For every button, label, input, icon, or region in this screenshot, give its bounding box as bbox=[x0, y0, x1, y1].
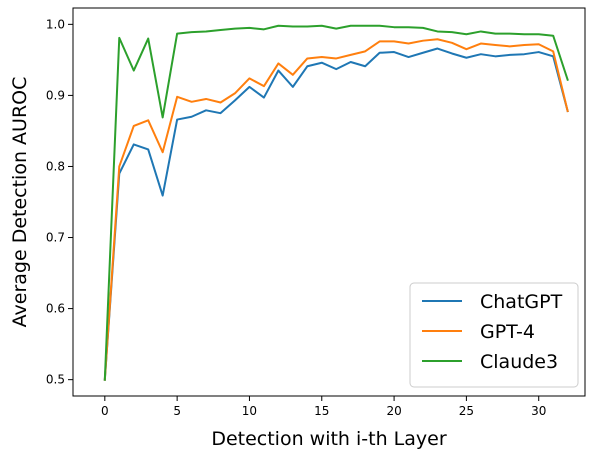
series-line-gpt-4 bbox=[103, 38, 569, 381]
x-tick-label: 0 bbox=[101, 404, 109, 418]
x-tick-label: 20 bbox=[386, 404, 401, 418]
series-line-claude3 bbox=[103, 24, 569, 381]
plot-frame bbox=[72, 7, 586, 397]
axes-layer: 0 5 10 15 20 25 30 0.5 0.6 0.7 0.8 0.9 1.0 bbox=[46, 17, 546, 418]
series-layer bbox=[103, 24, 569, 381]
x-tick-label: 15 bbox=[314, 404, 329, 418]
x-tick-label: 5 bbox=[173, 404, 181, 418]
y-tick-label: 0.9 bbox=[46, 88, 65, 102]
legend: ChatGPT GPT-4 Claude3 bbox=[409, 282, 579, 388]
x-tick-label: 30 bbox=[531, 404, 546, 418]
series-line-chatgpt bbox=[103, 47, 569, 381]
legend-label-claude3: Claude3 bbox=[480, 351, 558, 373]
legend-label-gpt-4: GPT-4 bbox=[480, 321, 535, 343]
legend-label-chatgpt: ChatGPT bbox=[480, 291, 563, 313]
y-tick-label: 0.7 bbox=[46, 231, 65, 245]
x-tick-label: 25 bbox=[459, 404, 474, 418]
y-tick-label: 0.5 bbox=[46, 373, 65, 387]
y-tick-label: 0.6 bbox=[46, 302, 65, 316]
x-axis-label: Detection with i-th Layer bbox=[211, 428, 447, 450]
x-tick-label: 10 bbox=[242, 404, 257, 418]
y-tick-label: 0.8 bbox=[46, 159, 65, 173]
y-tick-label: 1.0 bbox=[46, 17, 65, 31]
y-axis-label: Average Detection AUROC bbox=[9, 77, 31, 328]
